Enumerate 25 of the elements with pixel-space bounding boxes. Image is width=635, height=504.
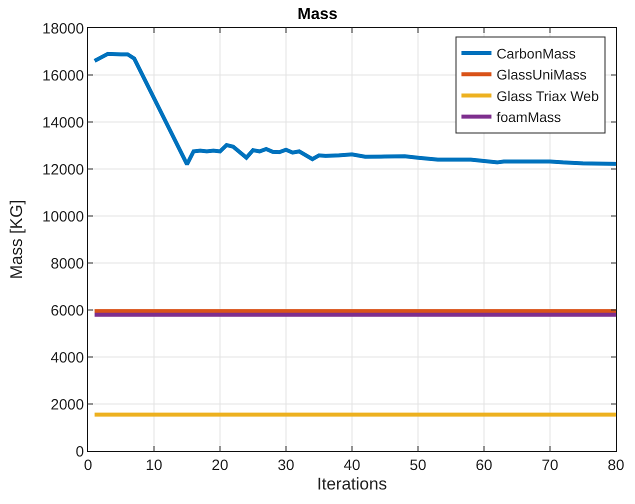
y-tick-label: 18000 (42, 20, 84, 38)
legend-label: CarbonMass (496, 46, 576, 62)
y-tick-label: 2000 (50, 396, 84, 414)
y-tick-label: 16000 (42, 67, 84, 84)
legend-label: foamMass (496, 109, 562, 126)
x-axis-title: Iterations (317, 474, 387, 494)
x-tick-label: 10 (146, 457, 162, 474)
y-tick-label: 14000 (42, 114, 84, 132)
x-tick-label: 40 (344, 457, 360, 474)
x-tick-label: 60 (476, 457, 492, 474)
x-tick-label: 20 (212, 457, 228, 474)
chart-title: Mass (297, 6, 338, 23)
legend-label: GlassUniMass (496, 66, 587, 83)
y-tick-label: 12000 (42, 161, 84, 178)
x-tick-label: 30 (278, 457, 294, 474)
x-tick-label: 80 (608, 457, 624, 474)
y-tick-label: 0 (76, 443, 84, 460)
y-tick-label: 4000 (50, 349, 84, 366)
y-tick-label: 8000 (50, 255, 84, 272)
y-tick-label: 6000 (50, 302, 84, 320)
x-tick-label: 50 (410, 457, 426, 474)
legend-label: Glass Triax Web (496, 88, 600, 104)
y-tick-label: 10000 (42, 208, 84, 226)
x-tick-label: 70 (542, 457, 558, 474)
y-axis-title: Mass [KG] (6, 200, 26, 280)
